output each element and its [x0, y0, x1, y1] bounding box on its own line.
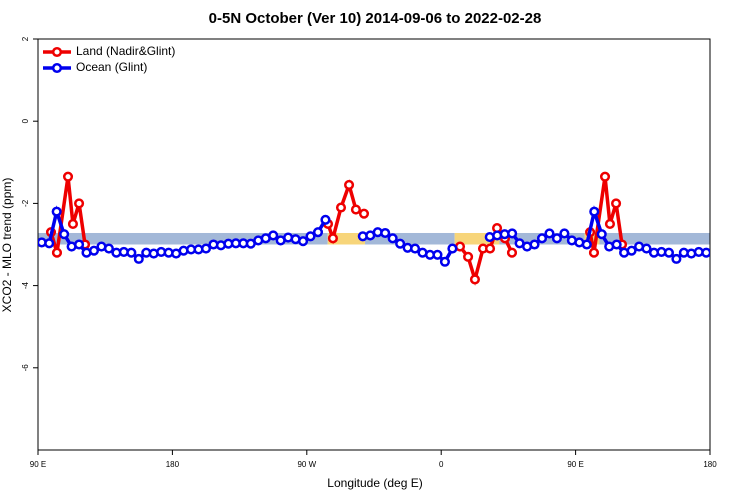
- point: [484, 243, 496, 254]
- point: [335, 202, 347, 213]
- point: [507, 228, 518, 239]
- point: [536, 233, 548, 244]
- x-tick-label: 90 W: [297, 460, 316, 469]
- point: [344, 179, 355, 190]
- x-tick-label: 180: [703, 460, 717, 469]
- series: [38, 205, 710, 267]
- reference-band: [454, 232, 500, 245]
- point: [701, 247, 710, 258]
- point: [588, 247, 600, 258]
- y-tick-label: 0: [21, 118, 30, 123]
- x-tick-label: 90 E: [30, 460, 46, 469]
- series: [45, 171, 628, 286]
- point: [327, 233, 338, 244]
- point: [298, 236, 309, 247]
- point: [663, 247, 674, 258]
- point: [626, 245, 637, 256]
- point: [59, 229, 70, 240]
- point: [51, 206, 62, 217]
- point: [559, 228, 570, 239]
- point: [581, 239, 592, 250]
- point: [320, 214, 331, 225]
- reference-band: [327, 232, 366, 245]
- y-tick-label: 2: [21, 36, 30, 41]
- point: [447, 243, 458, 254]
- point: [604, 218, 615, 229]
- x-tick-label: 0: [439, 460, 444, 469]
- reference-band: [365, 232, 455, 245]
- point: [268, 230, 279, 241]
- point: [439, 256, 450, 267]
- y-tick-label: -2: [21, 199, 30, 207]
- legend-label: Land (Nadir&Glint): [76, 44, 175, 58]
- point: [589, 206, 600, 217]
- point: [463, 251, 474, 262]
- point: [200, 243, 212, 254]
- legend-marker: [51, 46, 63, 58]
- point: [387, 233, 398, 244]
- point: [67, 218, 78, 229]
- x-tick-label: 180: [166, 460, 180, 469]
- point: [596, 229, 607, 240]
- point: [103, 243, 114, 254]
- point: [312, 227, 324, 238]
- y-tick-label: -4: [21, 281, 30, 289]
- x-tick-label: 90 E: [567, 460, 583, 469]
- point: [599, 171, 611, 182]
- legend-marker: [51, 62, 63, 74]
- point: [358, 208, 370, 219]
- reference-band: [38, 232, 328, 245]
- point: [44, 238, 55, 249]
- point: [432, 249, 443, 260]
- point: [469, 274, 480, 285]
- point: [88, 245, 100, 256]
- series-line: [49, 176, 624, 286]
- point: [62, 171, 74, 182]
- point: [74, 198, 85, 209]
- point: [395, 238, 406, 249]
- point: [305, 231, 316, 242]
- chart-title: 0-5N October (Ver 10) 2014-09-06 to 2022…: [209, 10, 542, 27]
- point: [51, 247, 63, 258]
- point: [529, 239, 540, 250]
- point: [641, 243, 652, 254]
- point: [133, 253, 144, 264]
- point: [74, 239, 85, 250]
- point: [506, 247, 518, 258]
- y-axis-label: XCO2 - MLO trend (ppm): [0, 178, 14, 313]
- point: [410, 243, 421, 254]
- legend-label: Ocean (Glint): [76, 60, 147, 74]
- point: [611, 198, 622, 209]
- point: [544, 228, 555, 239]
- x-axis-label: Longitude (deg E): [327, 476, 422, 490]
- y-tick-label: -6: [21, 364, 30, 372]
- point: [126, 247, 137, 258]
- reference-band: [599, 232, 710, 245]
- point: [551, 233, 562, 244]
- point: [350, 204, 361, 215]
- point: [380, 227, 391, 239]
- point: [611, 239, 622, 250]
- point: [671, 253, 682, 264]
